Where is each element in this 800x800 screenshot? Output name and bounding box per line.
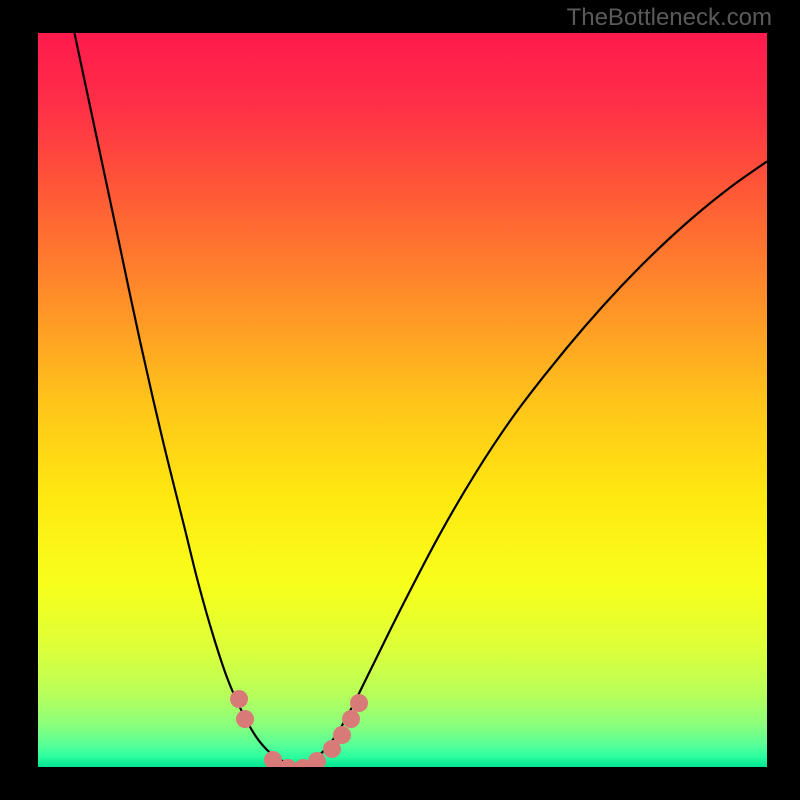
curve-marker: [308, 752, 326, 770]
plot-area: [35, 30, 770, 770]
chart-frame: TheBottleneck.com: [0, 0, 800, 800]
curve-marker: [236, 710, 254, 728]
marker-layer: [38, 33, 767, 767]
curve-marker: [350, 694, 368, 712]
curve-marker: [333, 726, 351, 744]
curve-marker: [230, 690, 248, 708]
watermark-text: TheBottleneck.com: [567, 4, 772, 32]
curve-marker: [342, 710, 360, 728]
